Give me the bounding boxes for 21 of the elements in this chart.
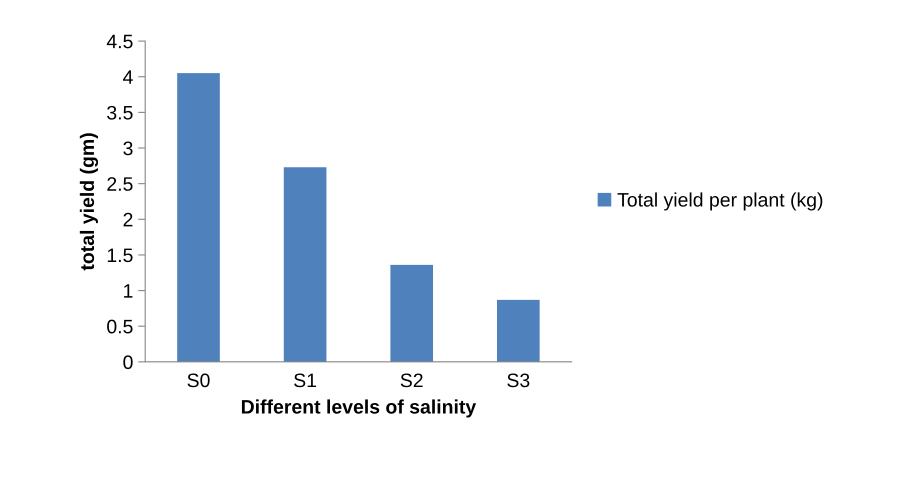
bar bbox=[284, 167, 326, 362]
bar bbox=[177, 73, 220, 362]
bar bbox=[496, 300, 540, 362]
y-tick-label: 0 bbox=[123, 355, 133, 370]
y-tick-label: 2.5 bbox=[107, 177, 133, 191]
x-tick-label: S3 bbox=[507, 373, 530, 388]
y-tick-label: 1.5 bbox=[108, 248, 133, 262]
y-tick-label: 4 bbox=[123, 70, 133, 84]
y-tick-label: 3.5 bbox=[107, 106, 133, 120]
y-tick-label: 1 bbox=[124, 284, 132, 298]
bar bbox=[390, 264, 434, 362]
y-tick-label: 0.5 bbox=[107, 320, 133, 334]
x-tick-label: S1 bbox=[294, 373, 316, 388]
y-tick-label: 3 bbox=[123, 141, 133, 156]
legend-label: Total yield per plant (kg) bbox=[618, 192, 822, 211]
y-tick-label: 2 bbox=[124, 212, 132, 226]
y-axis-title: total yield (gm) bbox=[80, 133, 98, 270]
x-axis-title: Different levels of salinity bbox=[242, 399, 476, 418]
x-tick-label: S0 bbox=[187, 373, 210, 388]
y-tick-label: 4.5 bbox=[106, 34, 133, 48]
x-tick-label: S2 bbox=[400, 373, 423, 388]
